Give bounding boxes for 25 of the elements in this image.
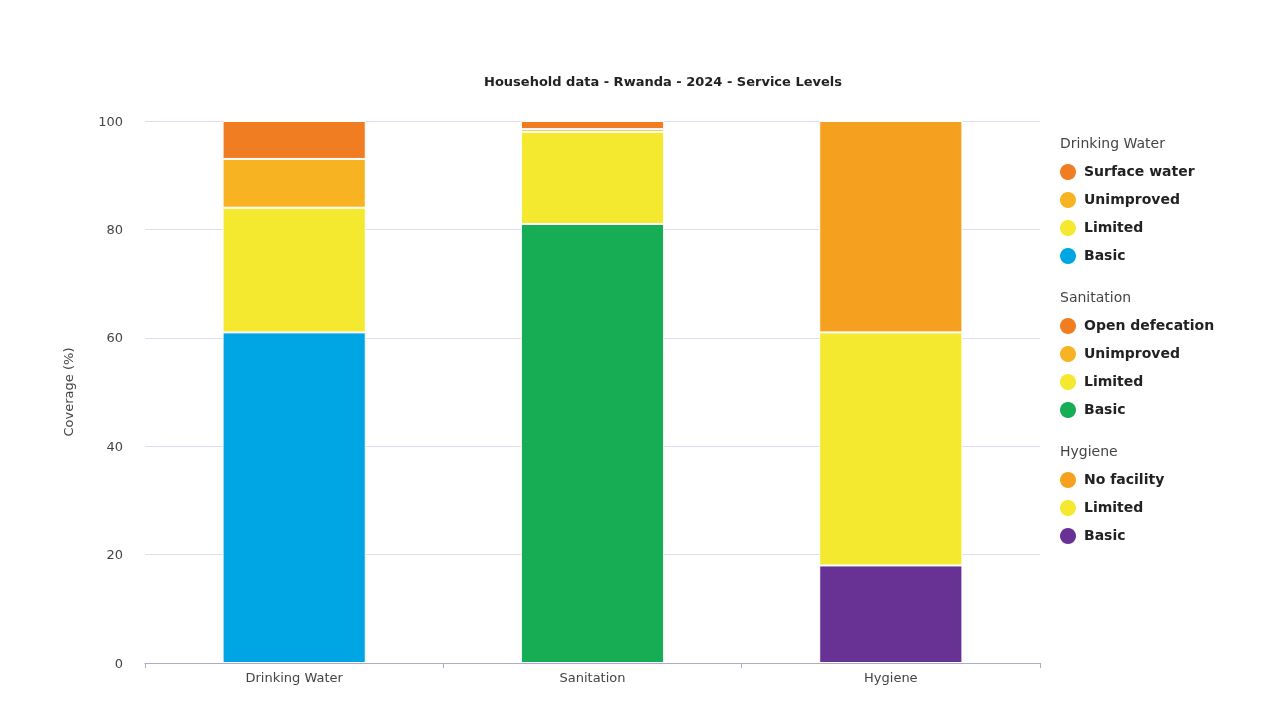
legend-label: Limited (1084, 373, 1144, 389)
x-tick-label: Hygiene (864, 670, 918, 685)
y-tick-label: 80 (106, 221, 123, 237)
chart-title: Household data - Rwanda - 2024 - Service Levels (484, 74, 843, 89)
x-tick-label: Drinking Water (245, 670, 344, 685)
legend-label: Basic (1084, 401, 1126, 417)
y-tick-label: 0 (114, 655, 123, 671)
y-tick-label: 60 (106, 330, 123, 346)
legend-label: Unimproved (1084, 191, 1180, 207)
legend-label: Surface water (1084, 163, 1195, 179)
y-tick-label: 100 (98, 113, 123, 129)
category-label: Sanitation (1060, 289, 1132, 305)
legend-label: No facility (1084, 471, 1165, 487)
x-tick-label: Sanitation (559, 670, 626, 685)
legend-label: Unimproved (1084, 345, 1180, 361)
y-axis-title: Coverage (%) (61, 347, 76, 437)
legend-label: Limited (1084, 499, 1144, 515)
y-tick-label: 20 (106, 547, 123, 563)
y-tick-label: 40 (106, 438, 123, 454)
category-label: Drinking Water (1060, 135, 1165, 151)
category-label: Hygiene (1060, 443, 1118, 459)
legend-label: Limited (1084, 219, 1144, 235)
legend-label: Basic (1084, 527, 1126, 543)
legend-label: Basic (1084, 247, 1126, 263)
legend-label: Open defecation (1084, 317, 1215, 333)
